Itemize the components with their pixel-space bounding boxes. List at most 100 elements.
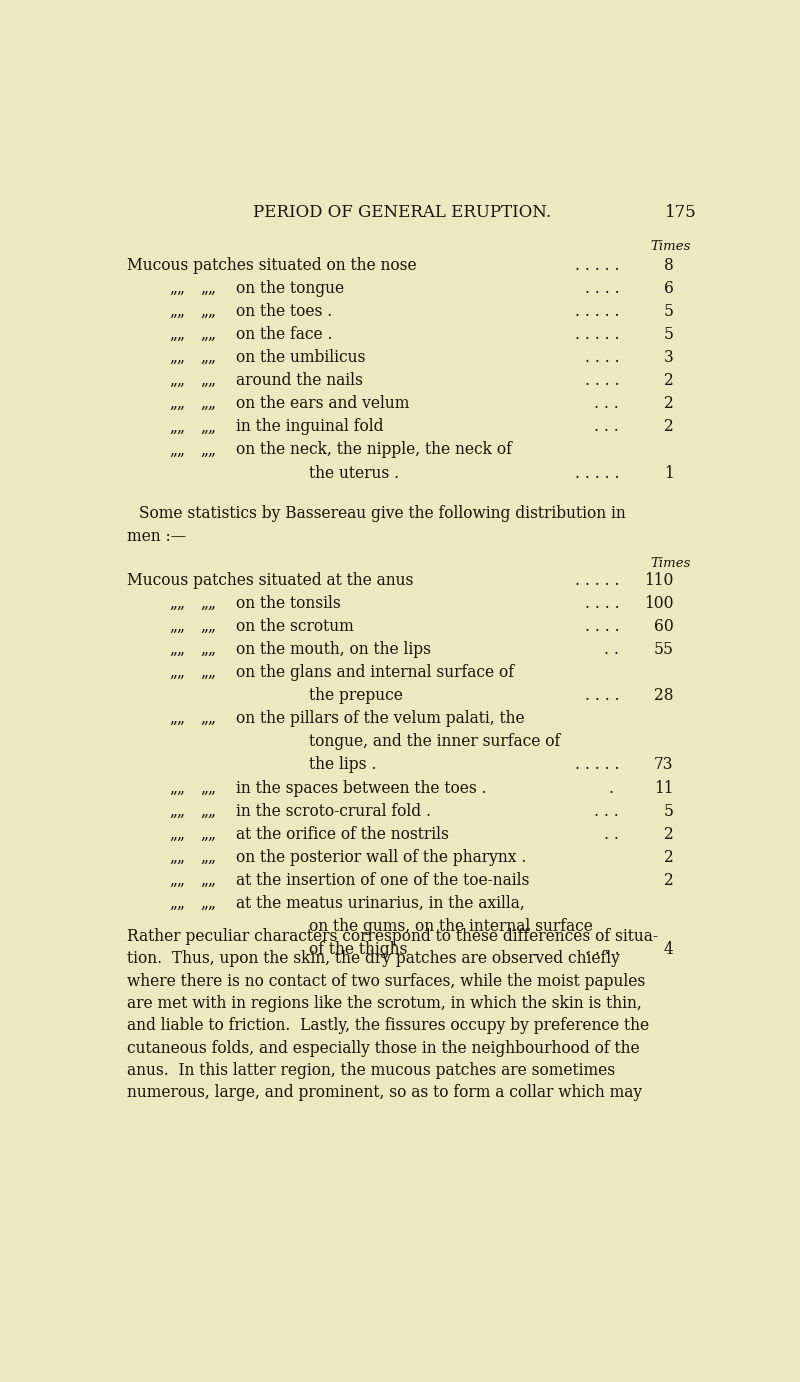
Text: on the tonsils: on the tonsils xyxy=(236,594,340,612)
Text: on the scrotum: on the scrotum xyxy=(236,618,354,634)
Text: . . .: . . . xyxy=(594,395,619,412)
Text: „„: „„ xyxy=(201,372,217,390)
Text: . . . . .: . . . . . xyxy=(574,257,619,274)
Text: „„: „„ xyxy=(170,303,186,319)
Text: „„: „„ xyxy=(170,594,186,612)
Text: 3: 3 xyxy=(664,350,674,366)
Text: „„: „„ xyxy=(170,779,186,796)
Text: . . . .: . . . . xyxy=(585,279,619,297)
Text: tion.  Thus, upon the skin, the dry patches are observed chiefly: tion. Thus, upon the skin, the dry patch… xyxy=(127,951,620,967)
Text: „„: „„ xyxy=(170,896,186,912)
Text: 2: 2 xyxy=(664,395,674,412)
Text: on the mouth, on the lips: on the mouth, on the lips xyxy=(236,641,430,658)
Text: on the tongue: on the tongue xyxy=(236,279,344,297)
Text: „„: „„ xyxy=(170,441,186,459)
Text: 100: 100 xyxy=(644,594,674,612)
Text: „„: „„ xyxy=(170,350,186,366)
Text: „„: „„ xyxy=(201,279,217,297)
Text: on the face .: on the face . xyxy=(236,326,332,343)
Text: PERIOD OF GENERAL ERUPTION.: PERIOD OF GENERAL ERUPTION. xyxy=(253,205,551,221)
Text: on the posterior wall of the pharynx .: on the posterior wall of the pharynx . xyxy=(236,849,526,867)
Text: on the neck, the nipple, the neck of: on the neck, the nipple, the neck of xyxy=(236,441,511,459)
Text: Rather peculiar characters correspond to these differences of situa-: Rather peculiar characters correspond to… xyxy=(127,929,658,945)
Text: „„: „„ xyxy=(201,779,217,796)
Text: the prepuce: the prepuce xyxy=(310,687,403,705)
Text: . . . .: . . . . xyxy=(585,687,619,705)
Text: in the spaces between the toes .: in the spaces between the toes . xyxy=(236,779,486,796)
Text: 5: 5 xyxy=(663,803,674,820)
Text: Some statistics by Bassereau give the following distribution in: Some statistics by Bassereau give the fo… xyxy=(138,504,626,521)
Text: „„: „„ xyxy=(170,710,186,727)
Text: 5: 5 xyxy=(663,303,674,319)
Text: 5: 5 xyxy=(663,326,674,343)
Text: „„: „„ xyxy=(170,641,186,658)
Text: at the meatus urinarius, in the axilla,: at the meatus urinarius, in the axilla, xyxy=(236,896,524,912)
Text: 6: 6 xyxy=(664,279,674,297)
Text: Times: Times xyxy=(650,557,690,569)
Text: „„: „„ xyxy=(170,825,186,843)
Text: at the insertion of one of the toe-nails: at the insertion of one of the toe-nails xyxy=(236,872,529,889)
Text: 55: 55 xyxy=(654,641,674,658)
Text: around the nails: around the nails xyxy=(236,372,362,390)
Text: anus.  In this latter region, the mucous patches are sometimes: anus. In this latter region, the mucous … xyxy=(127,1063,615,1079)
Text: . .: . . xyxy=(604,641,619,658)
Text: . . . . .: . . . . . xyxy=(574,303,619,319)
Text: are met with in regions like the scrotum, in which the skin is thin,: are met with in regions like the scrotum… xyxy=(127,995,642,1012)
Text: 8: 8 xyxy=(664,257,674,274)
Text: on the ears and velum: on the ears and velum xyxy=(236,395,409,412)
Text: „„: „„ xyxy=(170,849,186,867)
Text: tongue, and the inner surface of: tongue, and the inner surface of xyxy=(310,734,561,750)
Text: „„: „„ xyxy=(170,872,186,889)
Text: „„: „„ xyxy=(201,825,217,843)
Text: 2: 2 xyxy=(664,825,674,843)
Text: „„: „„ xyxy=(201,419,217,435)
Text: on the pillars of the velum palati, the: on the pillars of the velum palati, the xyxy=(236,710,524,727)
Text: „„: „„ xyxy=(170,663,186,681)
Text: Mucous patches situated at the anus: Mucous patches situated at the anus xyxy=(127,572,414,589)
Text: „„: „„ xyxy=(170,803,186,820)
Text: on the umbilicus: on the umbilicus xyxy=(236,350,365,366)
Text: „„: „„ xyxy=(170,419,186,435)
Text: numerous, large, and prominent, so as to form a collar which may: numerous, large, and prominent, so as to… xyxy=(127,1085,642,1101)
Text: . . . .: . . . . xyxy=(585,350,619,366)
Text: where there is no contact of two surfaces, while the moist papules: where there is no contact of two surface… xyxy=(127,973,646,990)
Text: „„: „„ xyxy=(170,279,186,297)
Text: . . . .: . . . . xyxy=(585,594,619,612)
Text: . . . . .: . . . . . xyxy=(574,464,619,481)
Text: . . .: . . . xyxy=(594,419,619,435)
Text: „„: „„ xyxy=(170,395,186,412)
Text: . . . .: . . . . xyxy=(585,618,619,634)
Text: at the orifice of the nostrils: at the orifice of the nostrils xyxy=(236,825,449,843)
Text: . .: . . xyxy=(604,825,619,843)
Text: Times: Times xyxy=(650,239,690,253)
Text: 1: 1 xyxy=(664,464,674,481)
Text: 73: 73 xyxy=(654,756,674,774)
Text: „„: „„ xyxy=(201,849,217,867)
Text: „„: „„ xyxy=(201,326,217,343)
Text: . . . .: . . . . xyxy=(585,372,619,390)
Text: „„: „„ xyxy=(201,896,217,912)
Text: „„: „„ xyxy=(170,618,186,634)
Text: . . . . .: . . . . . xyxy=(574,756,619,774)
Text: the lips .: the lips . xyxy=(310,756,377,774)
Text: 4: 4 xyxy=(664,941,674,958)
Text: . . . . .: . . . . . xyxy=(574,326,619,343)
Text: on the glans and internal surface of: on the glans and internal surface of xyxy=(236,663,514,681)
Text: . . . . .: . . . . . xyxy=(574,572,619,589)
Text: 175: 175 xyxy=(665,205,697,221)
Text: „„: „„ xyxy=(201,618,217,634)
Text: 11: 11 xyxy=(654,779,674,796)
Text: „„: „„ xyxy=(201,303,217,319)
Text: 110: 110 xyxy=(644,572,674,589)
Text: . . . .: . . . . xyxy=(585,941,619,958)
Text: „„: „„ xyxy=(201,663,217,681)
Text: „„: „„ xyxy=(201,710,217,727)
Text: . . .: . . . xyxy=(594,803,619,820)
Text: 2: 2 xyxy=(664,372,674,390)
Text: „„: „„ xyxy=(201,350,217,366)
Text: 2: 2 xyxy=(664,872,674,889)
Text: 2: 2 xyxy=(664,419,674,435)
Text: cutaneous folds, and especially those in the neighbourhood of the: cutaneous folds, and especially those in… xyxy=(127,1039,640,1057)
Text: „„: „„ xyxy=(201,594,217,612)
Text: 28: 28 xyxy=(654,687,674,705)
